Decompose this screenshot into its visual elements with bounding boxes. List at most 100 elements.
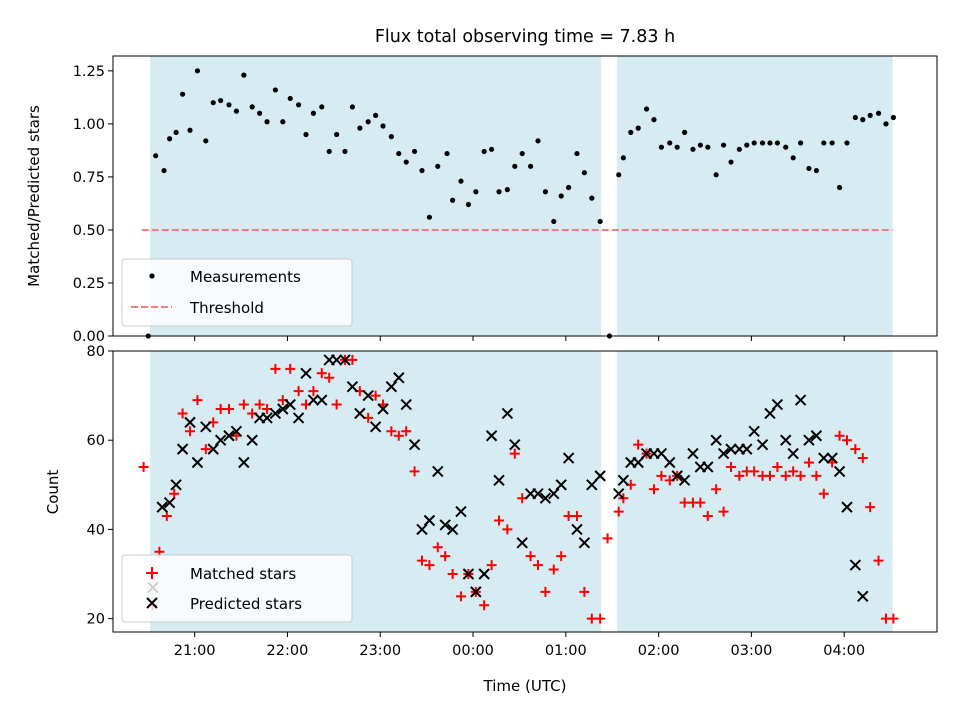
measurement-point	[667, 140, 673, 146]
matched-star-point	[764, 470, 775, 481]
predicted-star-point	[710, 434, 722, 446]
y-tick-label: 80	[87, 344, 105, 360]
x-tick-label: 23:00	[359, 643, 401, 659]
measurement-point	[249, 104, 255, 110]
measurement-point	[651, 117, 657, 123]
predicted-star-point	[532, 488, 544, 500]
matched-star-point	[331, 399, 342, 410]
matched-star-point	[316, 368, 327, 379]
predicted-star-point	[246, 434, 258, 446]
matched-star-point	[479, 600, 490, 611]
observing-interval	[616, 351, 893, 632]
measurement-point	[295, 102, 302, 108]
measurement-point	[396, 150, 402, 157]
x-tick-label: 00:00	[452, 643, 494, 659]
measurement-point	[444, 150, 450, 157]
predicted-star-point	[400, 398, 412, 411]
predicted-star-point	[214, 434, 227, 446]
measurement-point	[658, 144, 665, 150]
predicted-star-point	[787, 447, 799, 460]
y-tick-label: 0.00	[73, 329, 105, 345]
predicted-star-point	[678, 474, 691, 487]
matched-star-point	[308, 386, 319, 397]
matched-star-point	[223, 403, 234, 414]
y-tick-label: 0.75	[73, 170, 105, 186]
matched-star-point	[873, 555, 884, 566]
measurement-point	[153, 153, 159, 159]
predicted-star-point	[200, 421, 212, 433]
measurement-point	[504, 187, 510, 193]
predicted-star-point	[207, 443, 219, 455]
bottom-plot-frame	[112, 350, 938, 633]
matched-star-point	[200, 444, 211, 455]
matched-star-point	[711, 484, 722, 495]
predicted-star-point	[284, 398, 296, 411]
predicted-star-point	[184, 416, 196, 429]
y-tick-label: 20	[87, 612, 105, 628]
predicted-star-point	[562, 452, 575, 464]
matched-star-point	[563, 511, 574, 522]
chart-title: Flux total observing time = 7.83 h	[375, 27, 675, 47]
matched-star-point	[386, 426, 397, 437]
predicted-star-point	[377, 403, 389, 415]
measurement-point	[411, 148, 418, 155]
matched-star-point	[579, 586, 590, 597]
predicted-star-point	[354, 407, 366, 420]
matched-star-point	[772, 461, 783, 472]
predicted-star-point	[632, 456, 644, 469]
matched-star-point	[726, 461, 736, 472]
measurement-point	[349, 104, 356, 110]
measurement-point	[836, 184, 843, 191]
measurement-point	[674, 144, 680, 150]
predicted-star-point	[748, 425, 760, 437]
y-tick-label: 40	[87, 522, 105, 538]
predicted-star-point	[339, 354, 351, 366]
matched-star-point	[602, 533, 613, 544]
predicted-star-point	[594, 470, 606, 482]
legend-matched-label: Matched stars	[190, 565, 296, 583]
bottom-panel-counts: 20 40 60 80 21:00 22:00 23:00 00:00 01:00 02:00 0…	[44, 344, 938, 695]
predicted-star-point	[462, 568, 475, 580]
measurement-point	[218, 97, 224, 104]
measurement-point	[496, 189, 502, 195]
y-tick-label: 60	[87, 433, 105, 449]
x-tick-label: 02:00	[638, 643, 680, 659]
matched-star-point	[192, 395, 203, 406]
matched-star-point	[370, 390, 381, 401]
measurement-point	[426, 214, 433, 220]
predicted-star-point	[764, 407, 776, 420]
predicted-star-point	[664, 456, 676, 469]
top-legend: Measurements Threshold	[121, 258, 353, 327]
predicted-star-point	[432, 465, 444, 478]
top-plot-frame	[112, 55, 938, 337]
measurement-point	[380, 123, 386, 129]
predicted-star-point	[756, 438, 769, 451]
bottom-y-ticks: 20 40 60 80	[87, 344, 113, 628]
matched-star-point	[494, 515, 505, 526]
legend-measurement-marker	[149, 273, 155, 279]
matched-star-point	[324, 372, 335, 383]
matched-star-point	[285, 363, 296, 374]
predicted-star-point	[655, 447, 668, 460]
matched-star-point	[455, 591, 466, 602]
predicted-star-point	[261, 412, 273, 424]
predicted-star-point	[841, 501, 853, 513]
matched-star-point	[169, 488, 180, 499]
measurement-point	[744, 142, 750, 148]
measurement-points	[145, 68, 896, 339]
matched-star-point	[417, 555, 427, 566]
measurement-point	[860, 117, 866, 123]
predicted-star-point	[346, 380, 359, 393]
predicted-star-point	[292, 412, 305, 424]
measurement-point	[203, 138, 209, 144]
measurement-point	[388, 134, 394, 140]
matched-star-point	[440, 551, 451, 562]
measurement-point	[342, 148, 348, 155]
matched-star-point	[254, 399, 265, 410]
predicted-star-point	[771, 398, 784, 411]
predicted-star-point	[539, 492, 552, 504]
measurement-point	[790, 155, 796, 161]
measurement-point	[450, 197, 456, 203]
matched-star-point	[293, 386, 304, 397]
